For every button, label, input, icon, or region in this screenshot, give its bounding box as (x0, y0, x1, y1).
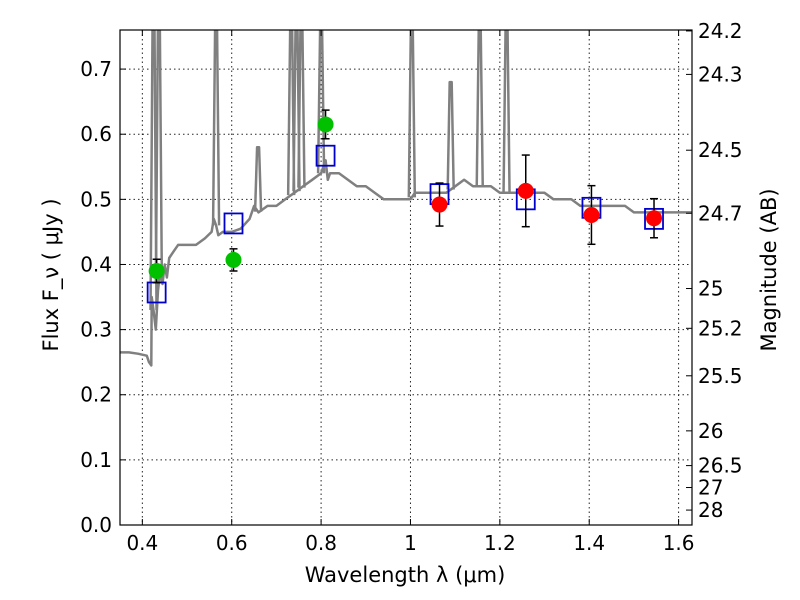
emission-line (446, 80, 455, 190)
y-axis-label: Flux F_ν ( μJy ) (39, 198, 64, 351)
mag-tick-label: 24.7 (698, 201, 743, 225)
right-axis-label: Magnitude (AB) (757, 188, 781, 351)
red-data-point (517, 182, 534, 199)
y-tick-label: 0.0 (80, 513, 112, 537)
y-tick-label: 0.3 (80, 318, 112, 342)
spectrum-line (120, 159, 692, 367)
plot-frame (119, 29, 693, 526)
green-data-point (148, 262, 165, 279)
model-box (223, 212, 244, 235)
green-data-point (225, 251, 242, 268)
emission-line (475, 30, 484, 187)
mag-tick-label: 24.5 (698, 138, 743, 162)
x-tick-label: 1.2 (484, 531, 516, 555)
x-tick-label: 0.4 (126, 531, 158, 555)
plot-area (120, 30, 692, 367)
mag-tick-label: 24.3 (698, 62, 743, 86)
y-tick-label: 0.1 (80, 448, 112, 472)
emission-line (297, 30, 306, 188)
y-tick-label: 0.4 (80, 252, 112, 276)
mag-tick-label: 24.2 (698, 19, 743, 43)
mag-tick-label: 27 (698, 476, 723, 500)
emission-line (316, 30, 326, 174)
emission-line (502, 30, 511, 193)
emission-line (286, 30, 296, 196)
emission-line (253, 145, 263, 212)
x-tick-label: 0.6 (216, 531, 248, 555)
y-tick-label: 0.6 (80, 122, 112, 146)
green-data-point (317, 116, 334, 133)
ticks: 0.4 0.6 0.8 1 1.2 1.4 1.6 0.0 0.1 0.2 0.3 0.4 0.5 0.6… (80, 19, 742, 555)
red-data-point (583, 206, 600, 223)
model-box (315, 144, 336, 167)
mag-tick-label: 26.5 (698, 454, 743, 478)
emission-line (407, 30, 417, 198)
red-data-point (431, 196, 448, 213)
x-tick-label: 1.4 (573, 531, 605, 555)
mag-tick-label: 26 (698, 419, 723, 443)
mag-tick-label: 28 (698, 498, 723, 522)
y-tick-label: 0.5 (80, 187, 112, 211)
x-tick-label: 0.8 (305, 531, 337, 555)
mag-tick-label: 25.2 (698, 316, 743, 340)
x-axis-label: Wavelength λ (μm) (305, 563, 506, 587)
emission-line (149, 30, 158, 311)
emission-line (211, 30, 221, 226)
red-data-point (646, 210, 663, 227)
x-tick-label: 1.6 (663, 531, 695, 555)
x-tick-label: 1 (404, 531, 417, 555)
mag-tick-label: 25.5 (698, 364, 743, 388)
emission-line (154, 30, 164, 283)
y-tick-label: 0.7 (80, 57, 112, 81)
mag-tick-label: 25 (698, 277, 723, 301)
y-tick-label: 0.2 (80, 383, 112, 407)
